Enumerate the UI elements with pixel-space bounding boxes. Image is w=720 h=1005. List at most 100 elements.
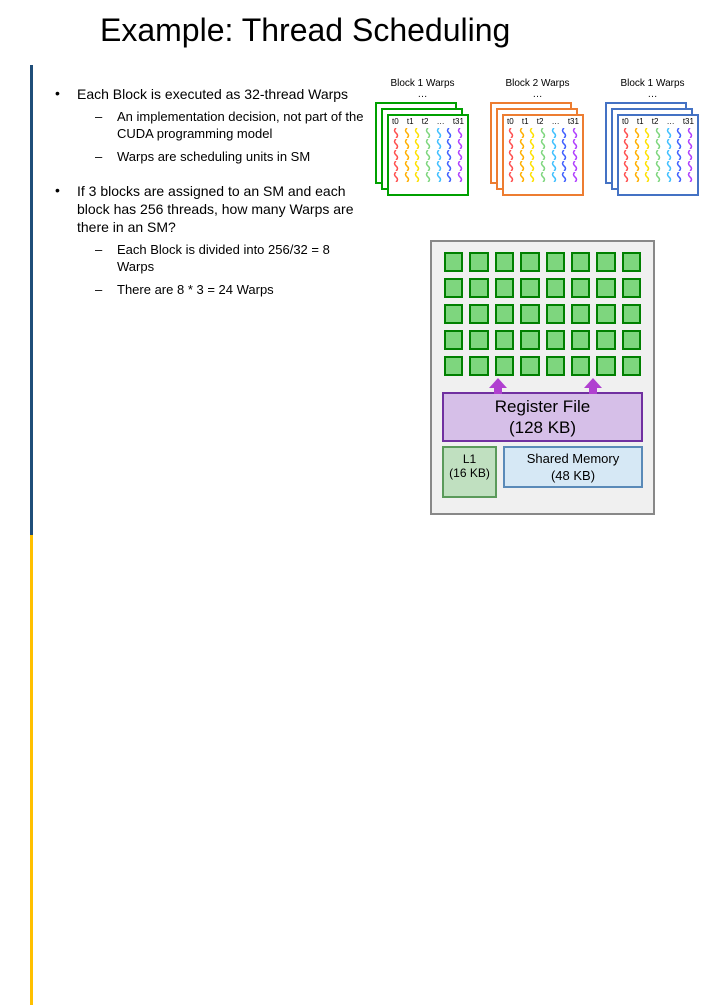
sm-core <box>444 252 463 272</box>
thread-label: t0 <box>507 117 514 126</box>
wavy-icon <box>665 172 673 182</box>
sm-core <box>571 304 590 324</box>
wavy-icon <box>665 139 673 149</box>
sm-core <box>469 330 488 350</box>
wavy-icon <box>403 150 411 160</box>
wavy-icon <box>445 150 453 160</box>
warp-block: Block 2 Warps…t0t1t2…t31 <box>490 78 585 197</box>
sm-core <box>520 252 539 272</box>
wavy-icon <box>686 150 694 160</box>
core-row <box>444 304 641 324</box>
wavy-icon <box>539 128 547 138</box>
wavy-icon <box>675 161 683 171</box>
wavy-icon <box>622 128 630 138</box>
wavy-icon <box>622 172 630 182</box>
sm-core <box>444 304 463 324</box>
wavy-icon <box>435 139 443 149</box>
sm-core <box>495 278 514 298</box>
wavy-icon <box>654 139 662 149</box>
wavy-icon <box>392 139 400 149</box>
thread-label: t2 <box>537 117 544 126</box>
sm-core <box>622 252 641 272</box>
warp-label: Block 1 Warps… <box>375 78 470 100</box>
wavy-icon <box>413 161 421 171</box>
wavy-icon <box>435 161 443 171</box>
wavy-icon <box>528 150 536 160</box>
sm-core <box>469 252 488 272</box>
wavy-icon <box>403 161 411 171</box>
wavy-icon <box>560 161 568 171</box>
sm-core <box>622 330 641 350</box>
bullet-content: • Each Block is executed as 32-thread Wa… <box>55 85 365 305</box>
wavy-icon <box>445 128 453 138</box>
sm-core <box>571 330 590 350</box>
register-title: Register File <box>444 396 641 417</box>
sm-core <box>495 252 514 272</box>
wavy-icon <box>622 150 630 160</box>
wavy-icon <box>550 161 558 171</box>
accent-stripe-1 <box>30 65 33 535</box>
bullet-1a: – An implementation decision, not part o… <box>95 109 365 143</box>
wavy-icon <box>633 150 641 160</box>
core-row <box>444 252 641 272</box>
wavy-icon <box>392 150 400 160</box>
wavy-icon <box>633 161 641 171</box>
core-row <box>444 356 641 376</box>
core-grid <box>432 242 653 388</box>
wavy-icon <box>507 128 515 138</box>
wavy-icon <box>686 139 694 149</box>
shared-memory: Shared Memory (48 KB) <box>503 446 643 488</box>
thread-labels: t0t1t2…t31 <box>619 116 697 126</box>
wavy-icon <box>571 172 579 182</box>
bullet-mark: – <box>95 282 117 299</box>
accent-stripe-2 <box>30 535 33 1005</box>
sm-block: Register File (128 KB) L1 (16 KB) Shared… <box>430 240 655 515</box>
wavy-icon <box>550 150 558 160</box>
wavy-icon <box>413 172 421 182</box>
wavy-icon <box>424 161 432 171</box>
thread-label: t1 <box>407 117 414 126</box>
l1-title: L1 <box>444 452 495 466</box>
wavy-icon <box>403 172 411 182</box>
wavy-icon <box>445 139 453 149</box>
bullet-text: Each Block is executed as 32-thread Warp… <box>77 85 365 103</box>
wavy-icon <box>528 128 536 138</box>
warp-stack: t0t1t2…t31 <box>490 102 585 197</box>
sm-core <box>520 330 539 350</box>
wavy-icon <box>518 128 526 138</box>
wavy-icon <box>675 128 683 138</box>
wavy-icon <box>392 161 400 171</box>
thread-label: … <box>667 117 675 126</box>
wavy-icon <box>550 139 558 149</box>
wavy-icon <box>654 172 662 182</box>
wavy-icon <box>686 128 694 138</box>
accent-bar <box>30 65 38 535</box>
sm-core <box>469 356 488 376</box>
thread-label: t2 <box>652 117 659 126</box>
wavy-icon <box>539 139 547 149</box>
wavy-icon <box>643 128 651 138</box>
wavy-icon <box>403 128 411 138</box>
warp-label: Block 1 Warps… <box>605 78 700 100</box>
warp-label: Block 2 Warps… <box>490 78 585 100</box>
wavy-icon <box>424 150 432 160</box>
wavy-icon <box>643 172 651 182</box>
wavy-icon <box>571 150 579 160</box>
wavy-icon <box>675 150 683 160</box>
bullet-mark: • <box>55 85 77 103</box>
sm-core <box>495 304 514 324</box>
register-file: Register File (128 KB) <box>442 392 643 442</box>
sm-core <box>596 330 615 350</box>
wavy-icon <box>456 150 464 160</box>
wavy-icon <box>654 150 662 160</box>
wavy-icon <box>675 172 683 182</box>
thread-label: t31 <box>568 117 579 126</box>
wavy-icon <box>518 150 526 160</box>
wavy-icon <box>633 139 641 149</box>
wavy-icon <box>528 172 536 182</box>
core-row <box>444 330 641 350</box>
bullet-mark: – <box>95 109 117 143</box>
sm-core <box>596 356 615 376</box>
wavy-icon <box>518 139 526 149</box>
wavy-icon <box>643 161 651 171</box>
